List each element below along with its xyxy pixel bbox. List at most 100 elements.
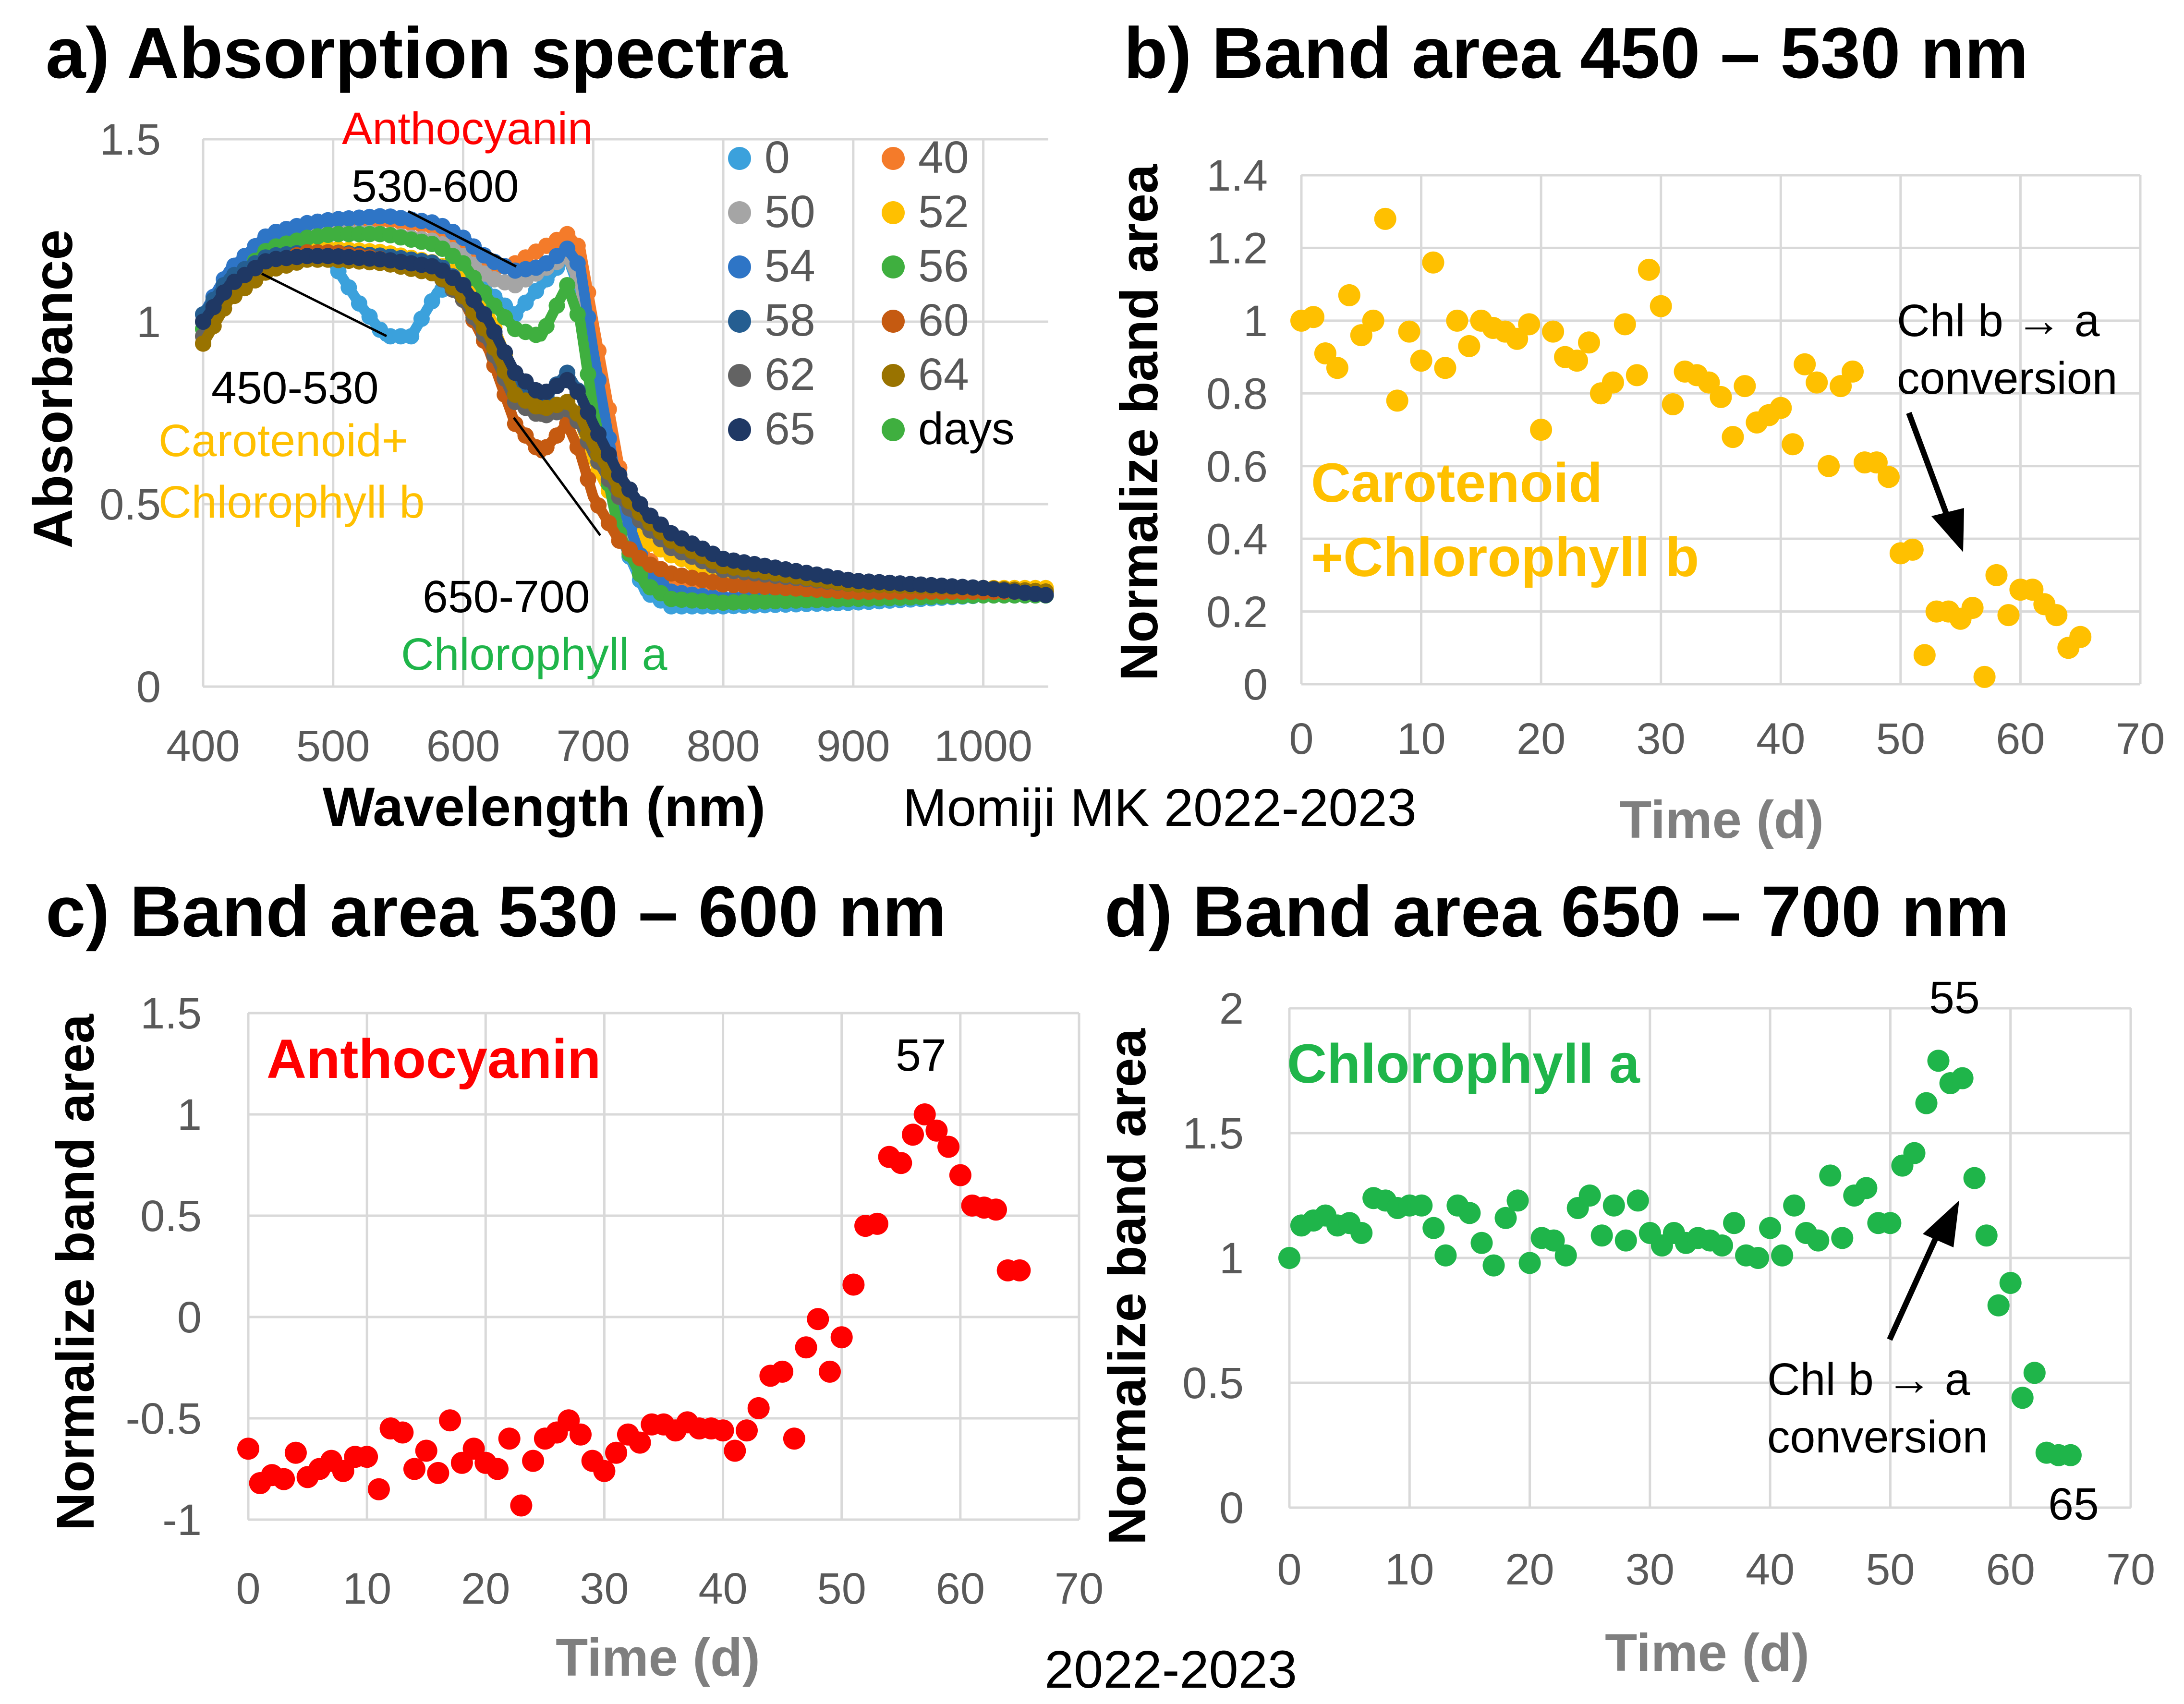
panel-a-y-tick-label: 0.5: [99, 480, 161, 529]
panel-c-y-label: Normalize band area: [46, 1014, 105, 1531]
panel-b-data-point: [1410, 350, 1432, 372]
spectrum-point: [216, 284, 232, 301]
panel-b-data-point: [1398, 320, 1420, 343]
panel-c-data-point: [237, 1438, 259, 1460]
spectrum-point: [621, 481, 638, 498]
panel-c-data-point: [427, 1462, 449, 1484]
panel-c-data-point: [985, 1198, 1007, 1221]
legend-marker-day-52: [882, 201, 905, 224]
panel-d-peak-label: 55: [1929, 972, 1980, 1023]
panel-c-data-point: [890, 1152, 912, 1174]
panel-d-data-point: [1783, 1194, 1806, 1217]
panel-b-data-point: [1458, 335, 1480, 357]
legend-marker-day-40: [882, 147, 905, 170]
panel-b-y-tick-label: 0.2: [1206, 588, 1268, 637]
panel-b-arrow-label-2: conversion: [1897, 353, 2117, 404]
panel-a-x-tick-label: 1000: [934, 722, 1032, 771]
panel-c-data-point: [284, 1441, 307, 1464]
panel-b-data-point: [1446, 309, 1468, 332]
legend-label-day-0: 0: [764, 132, 790, 183]
panel-b-data-point: [1566, 350, 1588, 372]
panel-a-pointer-650-700: [512, 417, 602, 536]
panel-b-points: [1290, 207, 2092, 688]
panel-d-data-point: [1723, 1212, 1746, 1234]
panel-d-y-tick-label: 0: [1219, 1484, 1244, 1533]
panel-d-data-point: [1987, 1294, 2010, 1317]
spectrum-point: [600, 446, 617, 463]
panel-d-data-point: [1711, 1234, 1733, 1257]
panel-d-data-point: [1458, 1202, 1481, 1224]
spectrum-point: [517, 294, 534, 311]
panel-b-y-ticks: 0 0.2 0.4 0.6 0.8 1 1.2 1.4: [1206, 151, 1268, 709]
legend-marker-day-62: [728, 364, 751, 387]
spectrum-point: [507, 415, 523, 432]
spectrum-point: [631, 496, 648, 512]
panel-c-data-point: [819, 1360, 841, 1383]
panel-a-y-ticks: 0 0.5 1 1.5: [99, 115, 161, 712]
panel-c-data-point: [593, 1460, 616, 1482]
panel-a-x-ticks: 400 500 600 700 800 900 1000: [166, 722, 1032, 771]
panel-d-x-tick-label: 0: [1277, 1545, 1301, 1594]
spectrum-point: [538, 439, 555, 456]
panel-d-x-tick-label: 70: [2106, 1545, 2155, 1594]
legend-label-day-64: 64: [918, 349, 969, 400]
panel-c-y-ticks: -1 -0.5 0 0.5 1 1.5: [125, 989, 202, 1545]
panel-c-x-tick-label: 30: [580, 1564, 629, 1613]
spectrum-point: [455, 255, 472, 272]
panel-d-data-point: [1482, 1254, 1505, 1277]
panel-b-x-tick-label: 40: [1756, 714, 1805, 763]
panel-b-y-tick-label: 0: [1243, 660, 1268, 709]
panel-c-data-point: [439, 1409, 461, 1432]
panel-b-data-point: [1818, 455, 1840, 477]
panel-b-data-point: [1626, 364, 1648, 387]
panel-c-data-point: [866, 1212, 888, 1235]
legend-marker-day-54: [728, 255, 751, 278]
panel-c-x-tick-label: 70: [1055, 1564, 1104, 1613]
panel-c-data-point: [273, 1468, 295, 1490]
panel-b-data-point: [1662, 393, 1684, 415]
spectrum-point: [1037, 587, 1054, 604]
panel-d-data-point: [1927, 1050, 1950, 1072]
panel-b-data-point: [1578, 331, 1600, 354]
panel-d-data-point: [1963, 1167, 1986, 1189]
panel-b-arrow-shaft: [1906, 411, 1950, 518]
panel-d-data-point: [1915, 1092, 1938, 1114]
panel-b-data-point: [1734, 375, 1756, 398]
spectrum-point: [475, 306, 492, 323]
panel-b-x-tick-label: 50: [1876, 714, 1925, 763]
panel-c-data-point: [795, 1336, 817, 1359]
panel-b-data-point: [1901, 538, 1924, 561]
panel-b-data-point: [1326, 357, 1348, 379]
panel-d-data-point: [1494, 1207, 1517, 1229]
panel-d-data-point: [1855, 1177, 1878, 1199]
spectrum-point: [580, 471, 596, 488]
panel-b-data-point: [1638, 258, 1660, 281]
panel-d-data-point: [1434, 1244, 1457, 1267]
panel-d-data-point: [2023, 1362, 2046, 1384]
panel-d-title: d) Band area 650 – 700 nm: [1104, 871, 2009, 952]
panel-c-data-point: [783, 1427, 805, 1450]
panel-d-data-point: [1422, 1217, 1445, 1239]
panel-a-x-tick-label: 900: [816, 722, 890, 771]
spectrum-point: [528, 283, 545, 300]
panel-b-data-point: [1506, 327, 1529, 350]
panel-c-data-point: [771, 1360, 794, 1383]
panel-a-pointer-450-530: [261, 272, 388, 338]
panel-c-x-tick-label: 10: [342, 1564, 391, 1613]
legend-marker-day-56: [882, 255, 905, 278]
spectrum-point: [559, 394, 576, 411]
panel-d-data-point: [2059, 1444, 2082, 1466]
panel-d-x-tick-label: 40: [1746, 1545, 1795, 1594]
panel-d-data-point: [1614, 1229, 1637, 1252]
panel-a-absorption-spectra: a) Absorption spectra 400 500 600 700 800 900…: [23, 12, 1054, 838]
spectrum-point: [548, 427, 565, 444]
spectrum-point: [465, 291, 482, 308]
panel-a-band-530-600-label: 530-600: [352, 161, 519, 212]
legend-marker-days: [882, 418, 905, 441]
spectrum-point: [497, 344, 513, 361]
panel-d-y-label: Normalize band area: [1098, 1028, 1157, 1545]
legend-label-day-54: 54: [764, 241, 815, 291]
panel-d-data-point: [1578, 1184, 1601, 1207]
legend-marker-day-65: [728, 418, 751, 441]
panel-a-y-tick-label: 1: [136, 298, 161, 347]
